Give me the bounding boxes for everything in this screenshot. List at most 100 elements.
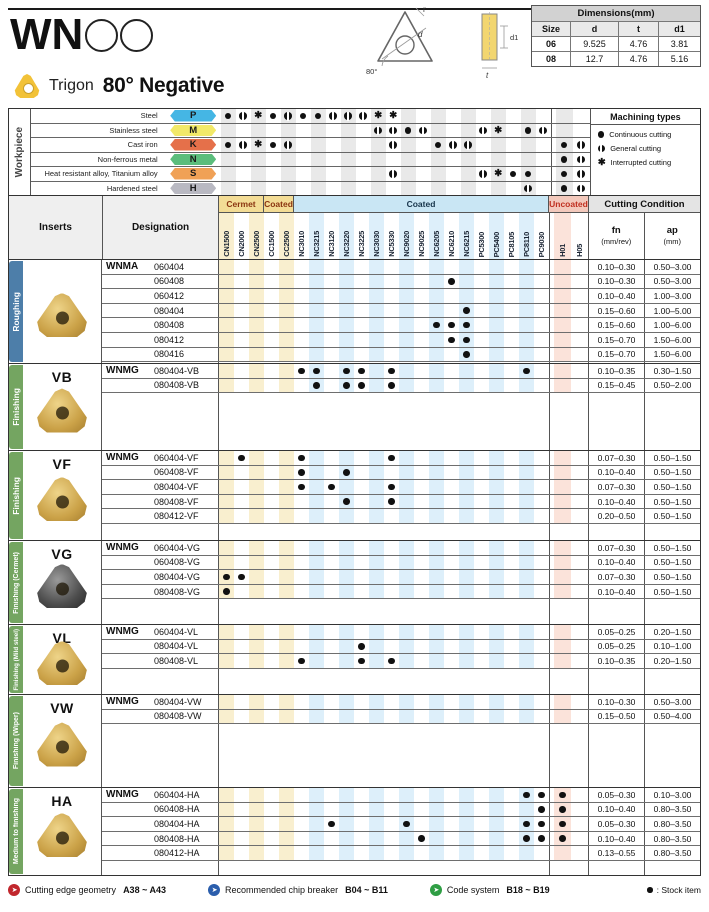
grade-cell-NC3220: [340, 138, 356, 152]
ap-value: 0.50–1.50: [644, 555, 700, 570]
grade-cell-CN1500: [220, 138, 236, 152]
inserts-cell: Roughing: [9, 260, 102, 363]
mark-continuous-cutting: [418, 835, 425, 842]
grade-cell-NC3010: [294, 817, 309, 831]
grade-cell-PC8105: [504, 364, 519, 378]
grade-cell-NC6205: [429, 318, 444, 332]
grade-cell-NC6210: [446, 182, 461, 196]
ap-value: 0.80–3.50: [644, 831, 700, 846]
grade-cell-CN2000: [234, 495, 249, 509]
grade-cell-PC5300: [474, 379, 489, 393]
grade-cell-PC5300: [474, 318, 489, 332]
section-tab-label: Finishing (Cermet): [12, 551, 20, 614]
legend-item-label: General cutting: [610, 144, 662, 153]
mark-continuous-cutting: [223, 588, 230, 595]
grade-cell-CC1500: [264, 695, 279, 709]
grade-cell-NC9020: [399, 347, 414, 362]
uncoated-divider: [549, 584, 554, 599]
stock-dot-cells: [219, 318, 588, 332]
grade-cell-NC9025: [414, 379, 429, 393]
designation-prefix: [102, 817, 154, 831]
ap-value: 0.50–3.00: [644, 695, 700, 709]
grade-label-PC8105: PC8105: [507, 231, 516, 257]
grade-cell-PC5300: [474, 509, 489, 523]
mark-general-cutting: [374, 126, 382, 135]
ap-value: 0.50–1.50: [644, 465, 700, 480]
fn-value: 0.15–0.70: [588, 332, 644, 347]
grade-cell-NC3220: [340, 167, 356, 181]
designation-prefix: [102, 509, 154, 523]
mark-continuous-cutting: [448, 321, 455, 329]
grade-cell-NC6210: [444, 710, 459, 724]
grade-cell-CN2000: [234, 788, 249, 802]
grade-cell-PC8105: [504, 556, 519, 570]
grade-cell-NC9020: [399, 788, 414, 802]
grade-label-NC3215: NC3215: [312, 231, 321, 257]
grade-cell-PC8105: [504, 318, 519, 332]
stock-dot-cells: [219, 494, 588, 509]
grade-cell-CC2500: [279, 788, 294, 802]
grade-cell-NC5330: [384, 260, 399, 274]
grade-cell-NC3010: [296, 124, 311, 138]
grade-cell-NC9025: [414, 541, 429, 555]
ap-value: 0.80–3.50: [644, 802, 700, 817]
grade-cell-PC9030: [534, 640, 549, 654]
grade-cell-NC3220: [339, 570, 354, 584]
grade-cell-NC6210: [444, 625, 459, 639]
workpiece-mark-cells: ✱: [220, 167, 590, 181]
uncoated-divider: [549, 480, 554, 494]
section-filler: [102, 724, 700, 787]
fn-value: 0.07–0.30: [588, 480, 644, 494]
filler-uncoated: [554, 393, 588, 450]
mark-interrupted-cutting: ✱: [389, 110, 398, 121]
grade-cell-CC1500: [264, 832, 279, 846]
fn-value: 0.10–0.40: [588, 494, 644, 509]
stock-dot-cells: [219, 347, 588, 362]
grade-cell-NC5330: [386, 182, 401, 196]
grade-cell-H05: [573, 138, 590, 152]
legend-item-general: General cutting: [597, 144, 700, 153]
grade-cell-NC3010: [294, 654, 309, 668]
grade-cell-PC9030: [536, 109, 551, 123]
grade-cell-NC3030: [369, 480, 384, 494]
grade-cell-NC3220: [339, 260, 354, 274]
ap-value: 0.50–4.00: [644, 709, 700, 724]
grade-cell-NC9025: [414, 710, 429, 724]
grade-cell-CC2500: [279, 274, 294, 289]
grade-cell-NC3120: [324, 817, 339, 831]
uncoated-divider: [550, 152, 556, 166]
section-filler: [102, 860, 700, 875]
grade-cell-NC6215: [459, 802, 474, 817]
ap-value: 0.50–1.50: [644, 584, 700, 599]
designation-prefix: [102, 570, 154, 584]
grade-cell-NC3225: [354, 846, 369, 860]
grade-cell-NC5330: [384, 275, 399, 289]
grade-cell-CC2500: [279, 494, 294, 509]
workpiece-row-M: Stainless steel M ✱: [30, 123, 590, 138]
grade-cell-NC6210: [444, 333, 459, 347]
filler-divider: [549, 599, 554, 624]
grade-cell-NC3010: [296, 138, 311, 152]
inserts-cell: Finishing (Wiper) VW: [9, 695, 102, 787]
ap-value: 0.50–1.50: [644, 570, 700, 584]
grade-label-cell-NC3225: NC3225: [354, 213, 369, 259]
mark-continuous-cutting: [313, 367, 320, 375]
designation-prefix: [102, 495, 154, 509]
grade-cell-PC8105: [504, 695, 519, 709]
grade-label-cell-CN2500: CN2500: [249, 213, 264, 259]
mark-continuous-cutting: [343, 469, 350, 476]
grade-cell-CC2500: [279, 817, 294, 831]
grade-cell-PC5400: [489, 260, 504, 274]
grade-cell-CC2500: [279, 802, 294, 817]
grade-cell-NC6215: [459, 378, 474, 393]
grade-cell-CN2000: [234, 585, 249, 599]
grade-label-cell-NC6215: NC6215: [459, 213, 474, 259]
grade-label-PC5300: PC5300: [477, 231, 486, 257]
grade-cell-NC9020: [400, 152, 416, 166]
ap-value: 0.50–1.50: [644, 480, 700, 494]
ap-value: 0.10–1.00: [644, 639, 700, 654]
ap-value: 1.00–5.00: [644, 303, 700, 318]
grade-cell-CC1500: [264, 803, 279, 817]
dim-label-t: t: [486, 71, 489, 80]
grade-cell-PC5300: [474, 654, 489, 668]
